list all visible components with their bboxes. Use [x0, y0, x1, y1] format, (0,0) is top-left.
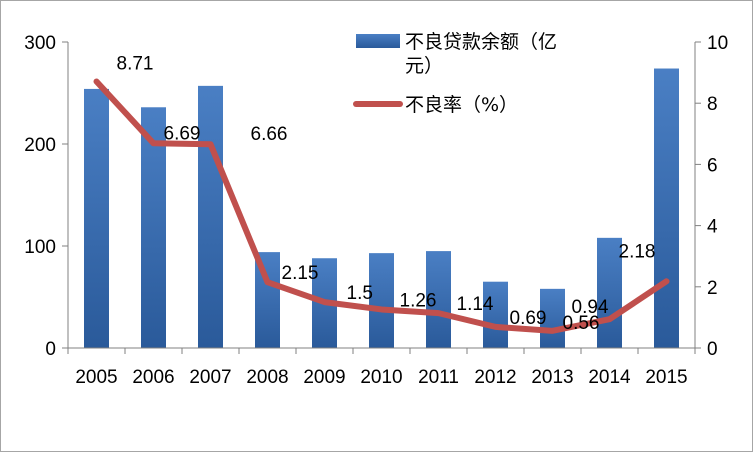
rate-data-label: 0.56 [563, 313, 600, 334]
right-tick-label: 2 [707, 278, 718, 299]
bar-2006 [141, 107, 166, 348]
legend-bar-label-line2: 元） [405, 55, 443, 77]
rate-data-label: 2.18 [619, 241, 656, 262]
x-tick-label: 2005 [75, 367, 117, 388]
x-tick-label: 2012 [474, 367, 516, 388]
right-tick-label: 4 [707, 217, 718, 238]
right-tick-label: 8 [707, 94, 718, 115]
right-tick-label: 0 [707, 339, 718, 360]
x-tick-label: 2015 [645, 367, 687, 388]
left-tick-label: 0 [45, 339, 56, 360]
rate-data-label: 6.66 [251, 124, 288, 145]
x-tick-label: 2009 [303, 367, 345, 388]
bar-2007 [198, 85, 223, 349]
legend-bar-label-line1: 不良贷款余额（亿 [405, 31, 557, 53]
x-tick-label: 2008 [246, 367, 288, 388]
legend-line-label: 不良率（%） [405, 94, 518, 116]
left-tick-label: 300 [24, 33, 56, 54]
rate-data-label: 2.15 [282, 263, 319, 284]
x-tick-label: 2014 [588, 367, 631, 388]
x-tick-label: 2011 [418, 367, 459, 388]
left-tick-label: 200 [24, 135, 56, 156]
left-tick-label: 100 [24, 237, 56, 258]
bar-2011 [426, 251, 451, 348]
rate-data-label: 1.5 [347, 283, 373, 304]
bar-2010 [369, 253, 394, 348]
rate-data-label: 0.94 [572, 297, 609, 318]
bar-2014 [597, 237, 622, 348]
bar-2012 [483, 281, 508, 348]
bar-2015 [654, 68, 679, 349]
rate-data-label: 0.69 [510, 308, 547, 329]
legend-bar-swatch [356, 34, 400, 48]
x-tick-label: 2007 [189, 367, 231, 388]
legend-bar-label: 不良贷款余额（亿元） [405, 31, 557, 77]
bar-2013 [540, 288, 565, 348]
right-tick-label: 6 [707, 155, 718, 176]
rate-data-label: 6.69 [164, 123, 201, 144]
rate-data-label: 1.14 [457, 294, 494, 315]
x-tick-label: 2010 [360, 367, 402, 388]
right-tick-label: 10 [707, 33, 728, 54]
bar-2005 [84, 88, 109, 349]
x-tick-label: 2006 [132, 367, 174, 388]
rate-data-label: 1.26 [400, 290, 437, 311]
rate-data-label: 8.71 [117, 53, 154, 74]
x-tick-label: 2013 [531, 367, 573, 388]
